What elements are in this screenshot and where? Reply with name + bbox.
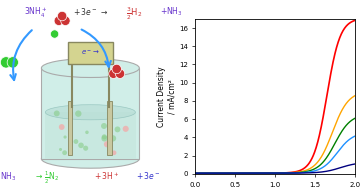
Circle shape <box>7 57 18 68</box>
Ellipse shape <box>41 149 139 168</box>
Text: $+\,3e^-\,\rightarrow$: $+\,3e^-\,\rightarrow$ <box>73 6 109 17</box>
Ellipse shape <box>41 59 139 77</box>
Circle shape <box>112 64 121 74</box>
Circle shape <box>54 110 60 116</box>
Circle shape <box>63 136 67 139</box>
Bar <box>68 42 113 64</box>
Polygon shape <box>41 68 139 159</box>
Y-axis label: Current Density
/ mA/cm²: Current Density / mA/cm² <box>157 66 176 127</box>
Text: $e^-\!\rightarrow$: $e^-\!\rightarrow$ <box>81 48 100 57</box>
Circle shape <box>110 135 116 142</box>
Circle shape <box>109 69 118 78</box>
Circle shape <box>101 135 108 142</box>
Circle shape <box>78 143 84 148</box>
Text: $3\mathrm{NH}_4^+$: $3\mathrm{NH}_4^+$ <box>25 6 48 20</box>
Text: $\mathrm{NH}_3$: $\mathrm{NH}_3$ <box>0 170 16 183</box>
Circle shape <box>101 123 107 129</box>
Circle shape <box>73 139 78 144</box>
Circle shape <box>58 11 67 21</box>
Circle shape <box>83 146 88 151</box>
Circle shape <box>114 126 121 132</box>
Text: $+\,3e^-$: $+\,3e^-$ <box>135 170 160 181</box>
Circle shape <box>61 16 70 26</box>
Circle shape <box>54 16 64 26</box>
Text: $\frac{3}{2}\mathrm{H}_2$: $\frac{3}{2}\mathrm{H}_2$ <box>126 6 142 22</box>
Circle shape <box>75 110 81 117</box>
Circle shape <box>104 141 110 147</box>
Circle shape <box>59 124 65 130</box>
Circle shape <box>85 131 89 134</box>
Circle shape <box>50 30 59 38</box>
Bar <box>107 101 112 155</box>
Circle shape <box>59 148 62 151</box>
Circle shape <box>123 126 129 132</box>
Circle shape <box>102 134 107 139</box>
Circle shape <box>115 69 125 78</box>
Ellipse shape <box>45 105 135 120</box>
Circle shape <box>112 150 117 155</box>
Circle shape <box>62 150 67 155</box>
Text: $+\mathrm{NH}_3$: $+\mathrm{NH}_3$ <box>160 6 183 18</box>
Bar <box>68 101 72 155</box>
Polygon shape <box>45 112 135 159</box>
Circle shape <box>0 57 12 68</box>
Text: $\rightarrow\,\frac{1}{2}\mathrm{N}_2$: $\rightarrow\,\frac{1}{2}\mathrm{N}_2$ <box>34 170 59 186</box>
Text: $+\,3\mathrm{H}^+$: $+\,3\mathrm{H}^+$ <box>94 170 119 182</box>
